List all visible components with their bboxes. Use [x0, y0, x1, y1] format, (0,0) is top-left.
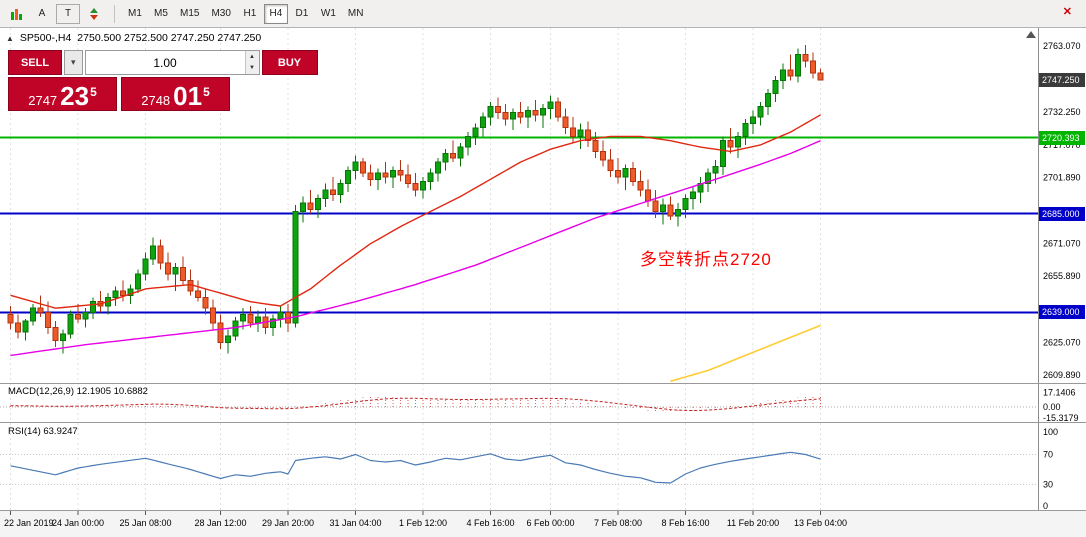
- svg-text:28 Jan 12:00: 28 Jan 12:00: [194, 518, 246, 528]
- svg-text:0: 0: [1043, 501, 1048, 511]
- svg-text:29 Jan 20:00: 29 Jan 20:00: [262, 518, 314, 528]
- chart-type-button[interactable]: [4, 4, 28, 24]
- toolbar: A T M1 M5 M15 M30 H1 H4 D1 W1 MN ✕: [0, 0, 1086, 28]
- volume-input[interactable]: [85, 51, 245, 74]
- annotation-a-button[interactable]: A: [30, 4, 54, 24]
- svg-text:24 Jan 00:00: 24 Jan 00:00: [52, 518, 104, 528]
- price-axis: 2763.0702732.2502717.0702701.8902671.070…: [1038, 28, 1086, 537]
- svg-text:2609.890: 2609.890: [1043, 370, 1081, 380]
- svg-text:2655.890: 2655.890: [1043, 271, 1081, 281]
- svg-text:22 Jan 2019: 22 Jan 2019: [4, 518, 54, 528]
- rsi-indicator: 100 70 30 0: [0, 427, 1058, 511]
- moving-averages: [10, 114, 821, 382]
- timeframe-m15-button[interactable]: M15: [175, 4, 204, 24]
- svg-text:31 Jan 04:00: 31 Jan 04:00: [329, 518, 381, 528]
- symbol-timeframe-label: SP500-,H4: [19, 32, 72, 44]
- chevron-down-icon: ▾: [71, 57, 76, 67]
- svg-text:8 Feb 16:00: 8 Feb 16:00: [661, 518, 709, 528]
- timeframe-h4-button[interactable]: H4: [263, 3, 288, 24]
- svg-text:-15.3179: -15.3179: [1043, 413, 1079, 423]
- svg-text:17.1406: 17.1406: [1043, 387, 1076, 397]
- updown-arrows-icon: [90, 7, 98, 20]
- ohlc-values: 2750.500 2752.500 2747.250 2747.250: [77, 32, 262, 44]
- svg-text:11 Feb 20:00: 11 Feb 20:00: [727, 518, 779, 528]
- svg-text:13 Feb 04:00: 13 Feb 04:00: [794, 518, 847, 528]
- svg-text:70: 70: [1043, 450, 1053, 460]
- svg-text:2732.250: 2732.250: [1043, 107, 1081, 117]
- price-chart-canvas[interactable]: 2763.0702732.2502717.0702701.8902671.070…: [0, 28, 1086, 537]
- text-tool-button[interactable]: T: [56, 3, 80, 24]
- rsi-indicator-label: RSI(14) 63.9247: [8, 426, 78, 437]
- sell-price-big-digits: 23: [60, 81, 90, 111]
- svg-text:0.00: 0.00: [1043, 402, 1061, 412]
- buy-button[interactable]: BUY: [261, 50, 318, 75]
- volume-decrease-button[interactable]: ▼: [245, 62, 259, 74]
- svg-text:2671.070: 2671.070: [1043, 239, 1081, 249]
- svg-text:25 Jan 08:00: 25 Jan 08:00: [119, 518, 171, 528]
- blue-level-price-tag-lower: 2639.000: [1039, 305, 1085, 319]
- sell-price-pip-digit: 5: [90, 85, 97, 99]
- volume-spinner: ▲ ▼: [244, 51, 259, 74]
- volume-dropdown-button[interactable]: ▾: [64, 50, 83, 75]
- svg-text:2701.890: 2701.890: [1043, 172, 1081, 182]
- chart-annotation-text: 多空转折点2720: [640, 250, 772, 269]
- timeframe-m30-button[interactable]: M30: [206, 4, 235, 24]
- timeframe-w1-button[interactable]: W1: [316, 4, 341, 24]
- horizontal-level-lines: [0, 136, 1038, 314]
- svg-text:2625.070: 2625.070: [1043, 337, 1081, 347]
- scroll-shift-button[interactable]: [82, 4, 106, 24]
- close-icon[interactable]: ✕: [1062, 6, 1072, 18]
- one-click-trading-widget: SELL ▾ ▲ ▼ BUY 2747 23 5 2748 01: [8, 50, 318, 111]
- timeframe-m1-button[interactable]: M1: [123, 4, 147, 24]
- timeframe-h1-button[interactable]: H1: [238, 4, 262, 24]
- candlesticks: [7, 45, 824, 354]
- green-level-price-tag: 2720.393: [1039, 131, 1085, 145]
- svg-text:100: 100: [1043, 427, 1058, 437]
- timeframe-m5-button[interactable]: M5: [149, 4, 173, 24]
- timeframe-d1-button[interactable]: D1: [290, 4, 314, 24]
- svg-text:6 Feb 00:00: 6 Feb 00:00: [526, 518, 574, 528]
- svg-text:2763.070: 2763.070: [1043, 41, 1081, 51]
- current-price-tag: 2747.250: [1039, 73, 1085, 87]
- macd-indicator-label: MACD(12,26,9) 12.1905 10.6882: [8, 386, 148, 397]
- candlestick-chart-icon: [10, 8, 22, 20]
- collapse-trade-panel-icon[interactable]: ▲: [6, 33, 14, 43]
- volume-field: ▲ ▼: [84, 50, 260, 75]
- toolbar-separator: [114, 4, 115, 23]
- buy-price-big-digits: 01: [173, 81, 203, 111]
- svg-text:1 Feb 12:00: 1 Feb 12:00: [399, 518, 447, 528]
- svg-text:7 Feb 08:00: 7 Feb 08:00: [594, 518, 642, 528]
- chart-window: 2763.0702732.2502717.0702701.8902671.070…: [0, 28, 1086, 537]
- sell-price-small-digits: 2747: [28, 93, 58, 108]
- chart-shift-marker[interactable]: [1026, 31, 1036, 38]
- macd-indicator: 17.1406 0.00-15.3179: [0, 387, 1079, 423]
- buy-price-display[interactable]: 2748 01 5: [121, 77, 230, 111]
- volume-increase-button[interactable]: ▲: [245, 51, 259, 63]
- svg-text:30: 30: [1043, 480, 1053, 490]
- panel-separators: [0, 383, 1086, 511]
- chart-symbol-info: ▲ SP500-,H4 2750.500 2752.500 2747.250 2…: [6, 32, 261, 44]
- svg-text:4 Feb 16:00: 4 Feb 16:00: [466, 518, 514, 528]
- sell-button[interactable]: SELL: [8, 50, 62, 75]
- blue-level-price-tag-upper: 2685.000: [1039, 207, 1085, 221]
- buy-price-pip-digit: 5: [203, 85, 210, 99]
- buy-price-small-digits: 2748: [141, 93, 171, 108]
- timeframe-mn-button[interactable]: MN: [343, 4, 369, 24]
- sell-price-display[interactable]: 2747 23 5: [8, 77, 117, 111]
